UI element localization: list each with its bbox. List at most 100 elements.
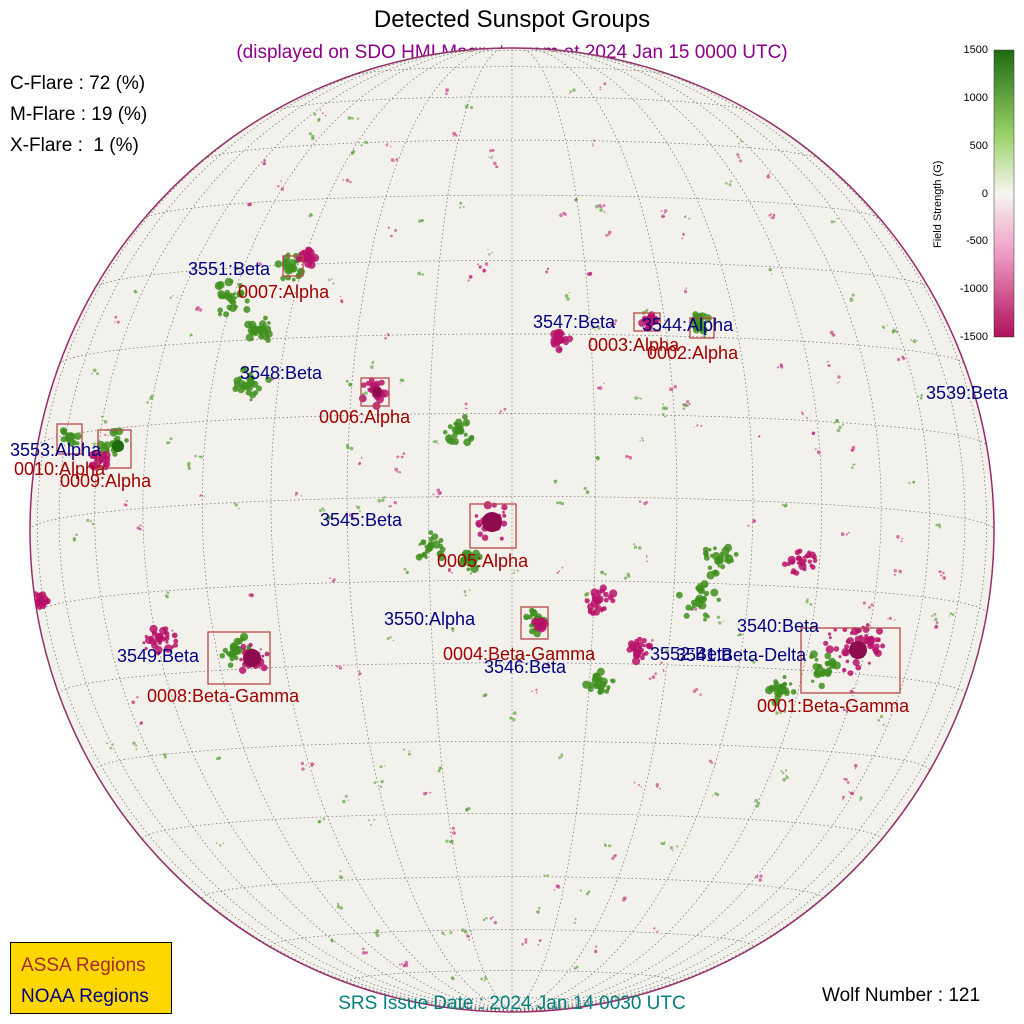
field-patch	[451, 432, 458, 439]
field-patch	[545, 875, 548, 877]
field-patch	[632, 657, 641, 666]
field-patch	[855, 664, 862, 671]
field-patch	[96, 372, 99, 376]
field-patch	[584, 598, 590, 604]
field-patch	[267, 321, 271, 325]
field-patch	[638, 546, 642, 550]
field-patch	[258, 262, 262, 266]
field-patch	[545, 663, 550, 667]
field-patch	[215, 842, 218, 845]
c-flare-probability: C-Flare : 72 (%)	[10, 73, 146, 94]
field-patch	[301, 767, 305, 771]
field-patch	[373, 818, 376, 821]
field-patch	[569, 90, 572, 93]
field-patch	[599, 208, 603, 212]
field-patch	[235, 645, 242, 653]
field-patch	[114, 315, 118, 319]
grid-line	[201, 876, 823, 899]
field-patch	[465, 808, 469, 812]
field-patch	[844, 644, 850, 650]
field-patch	[529, 607, 535, 614]
field-patch	[586, 272, 591, 277]
field-patch	[466, 560, 470, 564]
field-patch	[733, 552, 739, 557]
field-patch	[360, 144, 363, 147]
field-patch	[747, 524, 750, 527]
field-patch	[837, 375, 841, 379]
field-patch	[339, 870, 342, 873]
field-patch	[451, 426, 460, 434]
field-patch	[103, 420, 108, 424]
field-patch	[337, 666, 339, 668]
field-patch	[852, 687, 854, 690]
field-patch	[723, 557, 729, 563]
field-patch	[442, 429, 448, 435]
field-patch	[432, 440, 436, 443]
field-patch	[901, 355, 905, 359]
field-patch	[804, 554, 810, 559]
field-patch	[628, 455, 633, 460]
field-patch	[438, 538, 444, 543]
field-patch	[466, 567, 471, 572]
field-patch	[466, 934, 470, 938]
field-patch	[398, 471, 402, 474]
field-patch	[712, 569, 718, 576]
field-patch	[364, 391, 368, 395]
grid-line	[273, 96, 751, 112]
field-patch	[646, 560, 648, 563]
field-patch	[633, 781, 636, 784]
field-patch	[850, 449, 854, 452]
field-patch	[332, 282, 335, 285]
field-patch	[420, 539, 427, 546]
field-patch	[407, 752, 411, 756]
field-patch	[779, 363, 783, 367]
field-patch	[332, 578, 336, 582]
field-patch	[644, 651, 649, 656]
field-patch	[418, 219, 422, 223]
field-patch	[596, 456, 600, 461]
field-patch	[769, 685, 774, 690]
box-0006	[360, 377, 390, 407]
field-patch	[814, 448, 817, 451]
field-patch	[256, 385, 262, 392]
field-patch	[428, 530, 434, 535]
field-patch	[112, 451, 118, 457]
field-patch	[897, 357, 901, 362]
field-patch	[702, 612, 709, 618]
field-patch	[556, 501, 560, 505]
field-patch	[827, 632, 832, 636]
field-patch	[339, 906, 344, 910]
sunspot-umbra	[849, 641, 867, 659]
field-patch	[846, 711, 849, 714]
field-patch	[351, 515, 355, 519]
field-patch	[491, 252, 493, 254]
field-patch	[305, 258, 310, 263]
field-patch	[547, 661, 549, 664]
field-patch	[758, 435, 760, 438]
field-patch	[593, 139, 596, 142]
field-patch	[394, 467, 399, 472]
field-patch	[645, 324, 652, 331]
field-patch	[399, 383, 401, 385]
field-patch	[606, 685, 611, 690]
field-patch	[404, 960, 409, 965]
field-patch	[240, 643, 247, 650]
field-patch	[901, 537, 904, 540]
field-patch	[682, 403, 686, 407]
field-patch	[851, 445, 856, 450]
field-patch	[785, 774, 788, 777]
field-patch	[331, 939, 334, 942]
field-patch	[849, 791, 853, 795]
field-patch	[807, 559, 812, 564]
field-patch	[610, 598, 616, 604]
field-patch	[340, 300, 344, 304]
field-patch	[574, 917, 577, 921]
field-patch	[136, 526, 140, 530]
field-patch	[917, 395, 920, 398]
field-patch	[367, 819, 370, 822]
field-patch	[771, 215, 775, 220]
field-patch	[194, 454, 197, 458]
field-patch	[379, 785, 383, 789]
field-patch	[537, 943, 540, 946]
field-patch	[870, 603, 874, 607]
